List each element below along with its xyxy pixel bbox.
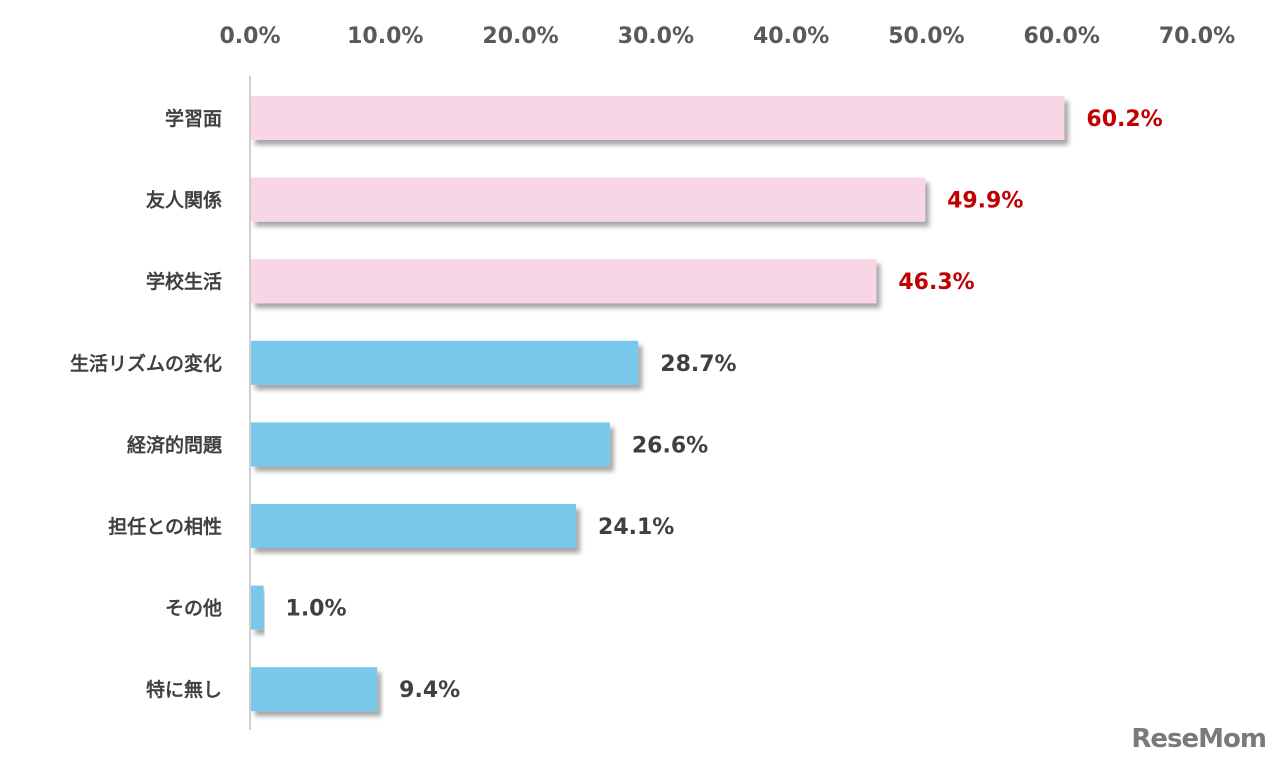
x-tick-label: 20.0% — [482, 24, 558, 49]
bar — [251, 340, 639, 385]
data-label: 24.1% — [598, 515, 674, 540]
category-label: 学習面 — [165, 107, 222, 130]
bar — [251, 422, 610, 467]
bar — [251, 667, 378, 712]
resemom-logo: ReseMom — [1131, 724, 1267, 754]
data-label: 46.3% — [898, 270, 974, 295]
category-label: 学校生活 — [146, 270, 222, 293]
bar — [251, 177, 926, 222]
bar — [251, 259, 877, 304]
x-tick-label: 60.0% — [1024, 24, 1100, 49]
x-tick-label: 0.0% — [219, 24, 280, 49]
category-label: 特に無し — [146, 678, 222, 701]
category-label: 生活リズムの変化 — [70, 352, 222, 375]
x-tick-label: 50.0% — [888, 24, 964, 49]
data-label: 9.4% — [399, 678, 460, 703]
data-label: 49.9% — [947, 189, 1023, 214]
category-label: 友人関係 — [146, 189, 222, 212]
x-tick-label: 40.0% — [753, 24, 829, 49]
category-label: その他 — [165, 597, 222, 620]
category-label: 経済的問題 — [127, 433, 223, 456]
x-tick-label: 10.0% — [347, 24, 423, 49]
bar — [251, 504, 577, 548]
category-label: 担任との相性 — [108, 515, 222, 538]
bar — [251, 585, 264, 630]
data-label: 1.0% — [286, 597, 347, 622]
data-label: 60.2% — [1086, 107, 1162, 132]
x-tick-label: 70.0% — [1159, 24, 1235, 49]
x-tick-label: 30.0% — [618, 24, 694, 49]
data-label: 26.6% — [632, 433, 708, 458]
bar — [251, 96, 1065, 140]
data-label: 28.7% — [660, 352, 736, 377]
